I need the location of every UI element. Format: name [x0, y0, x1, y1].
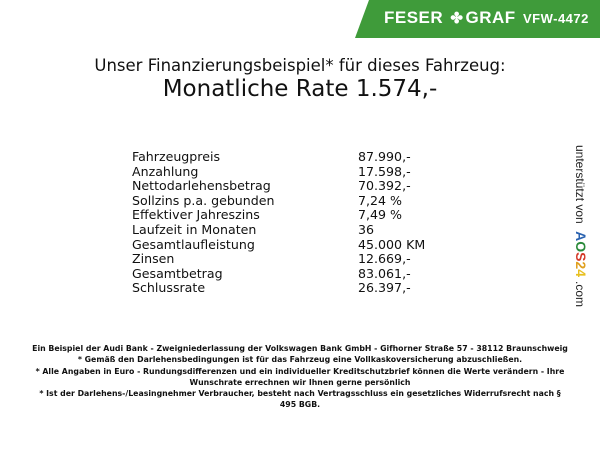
row-value: 7,49 % [358, 207, 403, 223]
powered-by-text: unterstützt von [573, 145, 587, 224]
row-value: 83.061,- [358, 265, 411, 281]
row-label: Schlussrate [132, 280, 206, 296]
footer-insurance-note: * Gemäß den Darlehensbedingungen ist für… [77, 355, 523, 365]
row-value: 70.392,- [358, 178, 411, 194]
row-value: 7,24 % [358, 192, 403, 208]
table-row: Fahrzeugpreis 87.990,- [132, 149, 452, 165]
powered-by-domain: .com [573, 281, 587, 308]
legal-footer: Ein Beispiel der Audi Bank - Zweignieder… [30, 343, 570, 411]
aos24-logo: AOS24 [573, 231, 589, 278]
row-value: 17.598,- [358, 163, 411, 179]
brand-logo: FESER ✤ GRAF [384, 8, 516, 28]
brand-name-left: FESER [384, 8, 444, 27]
footer-rounding-note: * Alle Angaben in Euro - Rundungsdiffere… [35, 366, 565, 387]
table-row: Effektiver Jahreszins 7,49 % [132, 208, 452, 223]
table-row: Gesamtlaufleistung 45.000 KM [132, 236, 452, 253]
table-row: Nettodarlehensbetrag 70.392,- [132, 178, 452, 194]
brand-name-right: GRAF [465, 8, 516, 27]
vehicle-code: VFW-4472 [523, 11, 589, 26]
row-label: Effektiver Jahreszins [132, 207, 260, 223]
row-value: 36 [358, 221, 375, 237]
table-row: Zinsen 12.669,- [132, 251, 452, 267]
powered-by: unterstützt von AOS24 .com [573, 145, 589, 307]
table-row: Anzahlung 17.598,- [132, 163, 452, 180]
row-value: 12.669,- [358, 251, 411, 267]
row-value: 26.397,- [358, 280, 411, 296]
row-label: Laufzeit in Monaten [132, 221, 257, 237]
clover-icon: ✤ [450, 10, 464, 27]
brand-banner [355, 0, 600, 38]
table-row: Schlussrate 26.397,- [132, 281, 452, 296]
row-label: Nettodarlehensbetrag [132, 178, 271, 194]
footer-withdrawal-note: * Ist der Darlehens-/Leasingnehmer Verbr… [39, 389, 561, 410]
row-value: 87.990,- [358, 149, 411, 164]
row-label: Fahrzeugpreis [132, 149, 221, 164]
table-row: Laufzeit in Monaten 36 [132, 221, 452, 238]
row-label: Anzahlung [132, 163, 199, 179]
row-label: Gesamtlaufleistung [132, 236, 255, 252]
row-label: Sollzins p.a. gebunden [132, 192, 275, 208]
row-label: Zinsen [132, 251, 175, 267]
row-value: 45.000 KM [358, 236, 426, 252]
row-label: Gesamtbetrag [132, 265, 223, 281]
table-row: Sollzins p.a. gebunden 7,24 % [132, 192, 452, 209]
financing-table: Fahrzeugpreis 87.990,- Anzahlung 17.598,- … [132, 149, 452, 296]
financing-heading: Unser Finanzierungsbeispiel* für dieses … [94, 56, 506, 75]
monthly-rate: Monatliche Rate 1.574,- [162, 76, 438, 102]
footer-bank-info: Ein Beispiel der Audi Bank - Zweignieder… [32, 344, 568, 353]
table-row: Gesamtbetrag 83.061,- [132, 265, 452, 282]
